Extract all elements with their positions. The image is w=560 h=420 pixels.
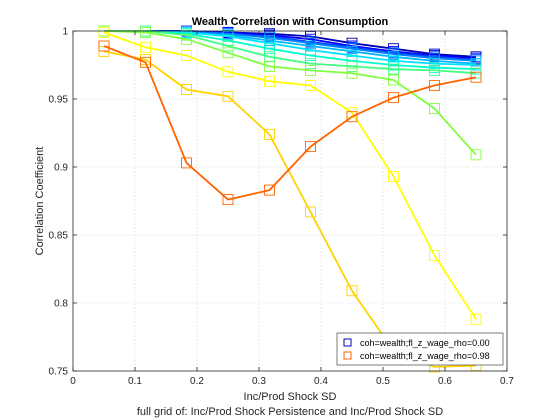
data-point-marker [305, 141, 316, 153]
grid [73, 31, 507, 371]
y-tick-label: 0.95 [49, 95, 69, 106]
legend-label-rho-0-00: coh=wealth;fl_z_wage_rho=0.00 [360, 338, 490, 348]
data-point-marker [98, 26, 110, 38]
data-point-marker [388, 92, 399, 104]
data-point-marker [264, 184, 275, 196]
legend-marker-rho-0-00 [343, 338, 352, 347]
data-point-marker [181, 50, 192, 61]
data-point-marker [264, 128, 275, 140]
data-point-marker [222, 90, 234, 102]
data-point-marker [429, 249, 440, 261]
y-tick-label: 0.75 [49, 367, 69, 378]
data-point-marker [181, 84, 192, 95]
x-tick-label: 0.3 [252, 376, 266, 387]
data-point-marker [264, 75, 275, 87]
series-line [103, 31, 477, 320]
figure-footer: full grid of: Inc/Prod Shock Persistence… [137, 406, 443, 418]
x-axis: 0 0.1 0.2 0.3 0.4 0.5 0.6 0.7 [70, 31, 514, 387]
x-tick-label: 0.7 [500, 376, 514, 387]
chart-title: Wealth Correlation with Consumption [192, 16, 389, 28]
data-point-marker [388, 171, 399, 182]
data-point-marker [181, 157, 192, 169]
data-point-marker [305, 64, 316, 76]
data-point-marker [181, 33, 192, 45]
plot-area [73, 31, 507, 371]
x-tick-label: 0 [70, 376, 76, 387]
legend: coh=wealth;fl_z_wage_rho=0.00 coh=wealth… [336, 332, 504, 366]
x-tick-label: 0.4 [314, 376, 328, 387]
y-axis-label: Correlation Coefficient [34, 147, 46, 256]
series-line [104, 30, 477, 75]
series-9 [98, 26, 482, 325]
data-point-marker [305, 50, 316, 61]
plot-border [72, 30, 508, 372]
data-point-marker [346, 111, 358, 123]
data-point-marker [470, 71, 482, 83]
data-point-marker [140, 56, 151, 68]
data-point-marker [470, 149, 482, 161]
data-point-marker [346, 285, 358, 297]
y-tick-label: 0.85 [49, 231, 69, 242]
data-point-marker [264, 60, 275, 72]
x-axis-label: Inc/Prod Shock SD [244, 391, 337, 403]
data-point-marker [98, 40, 110, 52]
series-line [103, 30, 477, 156]
series-11 [98, 40, 482, 206]
data-point-marker [388, 63, 399, 75]
legend-marker-rho-0-98 [343, 351, 352, 360]
data-point-marker [305, 206, 316, 218]
data-point-marker [305, 79, 316, 91]
y-axis: 0.75 0.8 0.85 0.9 0.95 1 [49, 27, 507, 378]
data-point-marker [222, 194, 234, 206]
data-point-marker [429, 64, 440, 76]
y-tick-label: 1 [62, 27, 68, 38]
data-point-marker [222, 40, 234, 52]
legend-label-rho-0-98: coh=wealth;fl_z_wage_rho=0.98 [360, 351, 490, 361]
data-point-marker [222, 47, 234, 59]
data-point-marker [140, 26, 151, 38]
y-tick-label: 0.8 [54, 299, 68, 310]
x-tick-label: 0.2 [190, 376, 204, 387]
data-point-marker [470, 313, 482, 325]
data-point-marker [429, 103, 440, 114]
data-point-marker [305, 58, 316, 70]
x-tick-label: 0.6 [438, 376, 452, 387]
x-tick-label: 0.1 [128, 376, 142, 387]
data-point-marker [140, 41, 151, 53]
data-point-marker [429, 79, 440, 91]
data-point-marker [346, 67, 358, 79]
series-group [98, 25, 482, 373]
legend-box [336, 332, 504, 366]
data-point-marker [264, 43, 275, 55]
x-tick-label: 0.5 [376, 376, 390, 387]
y-tick-label: 0.9 [54, 163, 68, 174]
data-point-marker [222, 66, 234, 78]
data-point-marker [346, 60, 358, 72]
data-point-marker [388, 74, 399, 86]
series-line [103, 45, 477, 201]
